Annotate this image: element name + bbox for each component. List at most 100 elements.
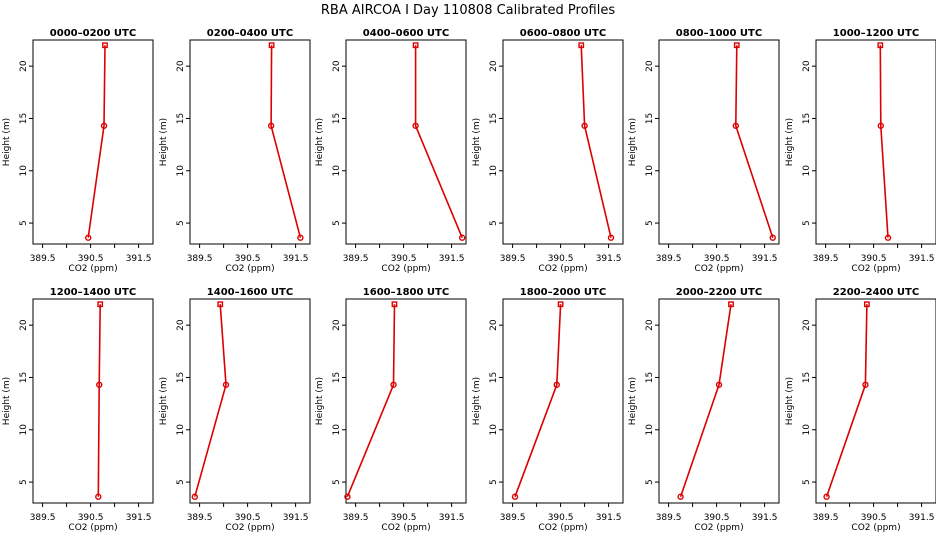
profile-line [87, 45, 106, 238]
x-tick-label: 389.5 [30, 254, 56, 264]
profile-line [580, 45, 612, 238]
profile-panel: 2200–2400 UTC 389.5 390.5 391.5 5 10 15 20 CO2 (… [785, 287, 936, 533]
plot-frame [658, 39, 780, 245]
y-tick-label: 5 [332, 479, 342, 485]
x-tick-label: 389.5 [187, 254, 213, 264]
profile-line [194, 304, 227, 497]
data-point [862, 381, 869, 388]
y-tick-label: 10 [19, 165, 29, 177]
plot-frame [32, 39, 154, 245]
profile-line [514, 304, 562, 497]
panel-title: 1000–1200 UTC [833, 28, 919, 39]
y-tick-label: 10 [176, 165, 186, 177]
panel-title: 0800–1000 UTC [676, 28, 762, 39]
data-point [344, 493, 351, 500]
panel-grid: 0000–0200 UTC 389.5 390.5 391.5 5 10 15 20 CO2 (… [2, 28, 936, 533]
data-point [267, 122, 275, 129]
figure-title: RBA AIRCOA I Day 110808 Calibrated Profi… [321, 3, 615, 18]
x-tick-label: 390.5 [391, 254, 417, 264]
profile-panel: 1400–1600 UTC 389.5 390.5 391.5 5 10 15 20 CO2 (… [159, 287, 311, 533]
data-point [390, 381, 397, 388]
x-tick-label: 389.5 [656, 513, 682, 523]
x-tick-label: 390.5 [704, 513, 730, 523]
plot-frame [189, 39, 311, 245]
y-tick-label: 15 [489, 113, 499, 124]
y-tick-label: 15 [645, 113, 655, 124]
panel-title: 1600–1800 UTC [363, 287, 449, 298]
x-tick-label: 391.5 [909, 254, 935, 264]
data-point [877, 122, 884, 129]
y-tick-label: 20 [489, 319, 499, 331]
x-tick-label: 390.5 [861, 254, 887, 264]
x-tick-label: 389.5 [500, 254, 526, 264]
profile-line [346, 304, 396, 498]
y-axis-label: Height (m) [472, 118, 482, 166]
panel-title: 2200–2400 UTC [833, 287, 919, 298]
y-tick-label: 20 [332, 319, 342, 331]
x-tick-label: 390.5 [235, 254, 261, 264]
plot-frame [32, 298, 154, 504]
data-point [553, 381, 560, 388]
x-axis-label: CO2 (ppm) [381, 264, 430, 274]
plot-frame [189, 298, 311, 504]
data-point [581, 122, 588, 129]
y-tick-label: 20 [176, 60, 186, 72]
plot-frame [345, 39, 467, 245]
data-point [100, 122, 108, 129]
data-point-top [391, 301, 398, 308]
x-axis-label: CO2 (ppm) [538, 264, 587, 274]
panel-title: 0000–0200 UTC [50, 28, 136, 39]
x-tick-label: 390.5 [78, 513, 104, 523]
x-tick-label: 390.5 [391, 513, 417, 523]
data-point [884, 234, 892, 241]
y-tick-label: 10 [489, 424, 499, 436]
y-tick-label: 15 [645, 372, 655, 383]
x-tick-label: 390.5 [235, 513, 261, 523]
data-point [412, 122, 419, 129]
data-point-top [733, 42, 740, 49]
y-axis-label: Height (m) [628, 118, 638, 166]
x-axis-label: CO2 (ppm) [694, 523, 743, 533]
y-tick-label: 10 [332, 165, 342, 177]
y-tick-label: 15 [332, 113, 342, 124]
y-tick-label: 10 [802, 424, 812, 436]
x-tick-label: 391.5 [909, 513, 935, 523]
profile-panel: 0600–0800 UTC 389.5 390.5 391.5 5 10 15 20 CO2 (… [472, 28, 624, 274]
profile-panel: 1600–1800 UTC 389.5 390.5 391.5 5 10 15 20 CO2 (… [315, 287, 467, 533]
x-tick-label: 391.5 [596, 254, 622, 264]
y-tick-label: 20 [645, 60, 655, 72]
data-point [191, 493, 199, 500]
x-tick-label: 389.5 [343, 254, 369, 264]
data-point [511, 493, 519, 500]
y-tick-label: 15 [19, 372, 29, 383]
y-tick-label: 5 [19, 479, 29, 485]
x-axis-label: CO2 (ppm) [851, 523, 900, 533]
y-tick-label: 5 [645, 479, 655, 485]
profile-line [97, 304, 101, 497]
y-tick-label: 5 [176, 220, 186, 226]
x-tick-label: 391.5 [126, 513, 152, 523]
profile-panel: 2000–2200 UTC 389.5 390.5 391.5 5 10 15 20 CO2 (… [628, 287, 780, 533]
data-point-top [412, 42, 419, 49]
x-axis-label: CO2 (ppm) [68, 264, 117, 274]
profile-panel: 0400–0600 UTC 389.5 390.5 391.5 5 10 15 20 CO2 (… [315, 28, 467, 274]
panel-title: 0600–0800 UTC [520, 28, 606, 39]
data-point-top [217, 301, 224, 308]
data-point [96, 381, 103, 388]
data-point [84, 234, 92, 241]
profile-panel: 1000–1200 UTC 389.5 390.5 391.5 5 10 15 20 CO2 (… [785, 28, 936, 274]
y-tick-label: 20 [19, 60, 29, 72]
data-point [95, 493, 102, 500]
y-axis-label: Height (m) [472, 377, 482, 425]
x-tick-label: 391.5 [596, 513, 622, 523]
y-axis-label: Height (m) [315, 377, 325, 425]
data-point-top [728, 301, 734, 308]
x-tick-label: 391.5 [752, 254, 778, 264]
plot-frame [502, 298, 624, 504]
y-tick-label: 5 [332, 220, 342, 226]
y-axis-label: Height (m) [785, 118, 795, 166]
y-axis-label: Height (m) [315, 118, 325, 166]
data-point-top [557, 301, 564, 308]
x-axis-label: CO2 (ppm) [225, 264, 274, 274]
